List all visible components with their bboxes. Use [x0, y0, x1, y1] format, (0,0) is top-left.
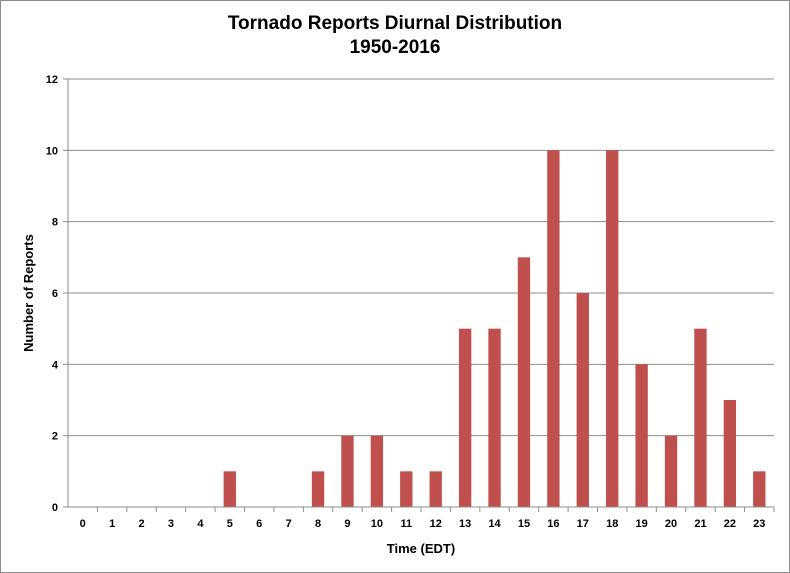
bar-hour-13 [458, 328, 472, 507]
x-tick-label: 23 [753, 518, 765, 530]
x-tick-label: 12 [430, 518, 442, 530]
x-tick-label: 2 [138, 518, 144, 530]
bar-hour-10 [370, 435, 384, 507]
x-tick-label: 15 [518, 518, 530, 530]
x-tick-label: 9 [344, 518, 350, 530]
chart-title: Tornado Reports Diurnal Distribution [227, 13, 563, 34]
x-tick-label: 21 [694, 518, 706, 530]
x-tick-label: 22 [724, 518, 736, 530]
bar-hour-11 [400, 471, 413, 507]
bar-hour-16 [547, 150, 560, 508]
x-tick-label: 4 [197, 518, 204, 530]
bar-hour-20 [664, 435, 678, 507]
x-tick-label: 7 [286, 518, 292, 530]
y-tick-label: 10 [46, 145, 58, 157]
bar-hour-22 [723, 400, 737, 507]
y-tick-label: 8 [52, 217, 58, 229]
axes [63, 79, 774, 508]
x-tick-label: 19 [636, 518, 648, 530]
x-tick-label: 17 [577, 518, 589, 530]
y-tick-label: 12 [46, 74, 58, 86]
x-tick-label: 13 [459, 518, 471, 530]
x-tick-label: 3 [168, 518, 174, 530]
x-tick-label: 11 [400, 518, 412, 530]
bar-hour-19 [635, 364, 648, 507]
gridlines [63, 78, 775, 512]
x-tick-labels: 0 1 2 3 4 5 6 7 8 9 10 11 12 13 14 15 16 17 18 19 20 21 22 23 [80, 518, 766, 530]
chart-subtitle: 1950-2016 [349, 37, 441, 58]
x-tick-label: 1 [109, 518, 115, 530]
x-tick-label: 14 [488, 518, 501, 530]
y-tick-labels: 0 2 4 6 8 10 12 [46, 74, 59, 514]
x-tick-label: 10 [371, 518, 383, 530]
bar-hour-17 [576, 293, 589, 507]
x-tick-label: 20 [665, 518, 677, 530]
bar-hour-14 [488, 328, 501, 507]
y-tick-label: 0 [52, 502, 58, 514]
y-axis-title: Number of Reports [21, 234, 36, 352]
bar-hour-9 [341, 435, 354, 507]
x-tick-label: 8 [315, 518, 321, 530]
x-tick-label: 6 [256, 518, 262, 530]
y-tick-label: 2 [52, 431, 58, 443]
x-tick-label: 0 [80, 518, 86, 530]
bar-hour-18 [606, 150, 619, 508]
bar-hour-8 [311, 471, 325, 507]
bar-hour-23 [753, 471, 766, 507]
y-tick-label: 6 [52, 288, 58, 300]
x-tick-label: 5 [227, 518, 233, 530]
x-axis-title: Time (EDT) [387, 541, 455, 556]
bar-hour-12 [429, 471, 442, 507]
y-tick-label: 4 [52, 359, 59, 371]
bar-hour-15 [517, 257, 531, 507]
bars [223, 150, 766, 508]
chart-title-block: Tornado Reports Diurnal Distribution 195… [0, 12, 790, 60]
bar-hour-5 [223, 471, 236, 507]
x-tick-label: 16 [547, 518, 559, 530]
bar-hour-21 [694, 328, 707, 507]
x-tick-label: 18 [606, 518, 618, 530]
